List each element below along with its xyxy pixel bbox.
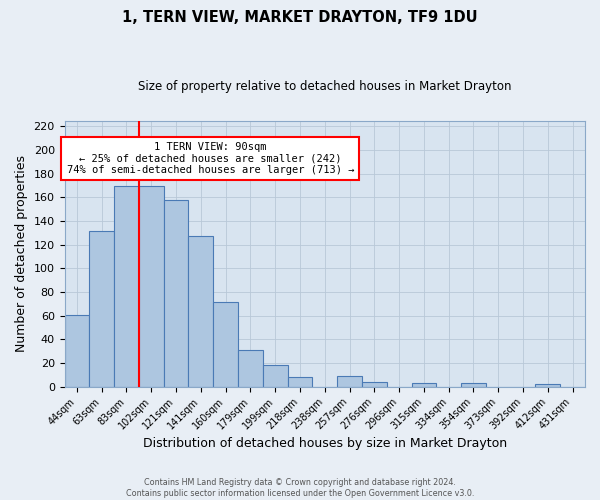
Bar [263, 366, 287, 386]
Bar [238, 350, 263, 387]
Bar [287, 378, 313, 386]
Bar [412, 383, 436, 386]
Title: Size of property relative to detached houses in Market Drayton: Size of property relative to detached ho… [138, 80, 512, 93]
Text: 1 TERN VIEW: 90sqm
← 25% of detached houses are smaller (242)
74% of semi-detach: 1 TERN VIEW: 90sqm ← 25% of detached hou… [67, 142, 354, 175]
X-axis label: Distribution of detached houses by size in Market Drayton: Distribution of detached houses by size … [143, 437, 507, 450]
Bar [461, 383, 486, 386]
Bar [114, 186, 139, 386]
Bar [164, 200, 188, 386]
Bar [89, 230, 114, 386]
Bar [139, 186, 164, 386]
Bar [65, 314, 89, 386]
Bar [213, 302, 238, 386]
Bar [362, 382, 387, 386]
Text: Contains HM Land Registry data © Crown copyright and database right 2024.
Contai: Contains HM Land Registry data © Crown c… [126, 478, 474, 498]
Bar [535, 384, 560, 386]
Text: 1, TERN VIEW, MARKET DRAYTON, TF9 1DU: 1, TERN VIEW, MARKET DRAYTON, TF9 1DU [122, 10, 478, 25]
Bar [188, 236, 213, 386]
Bar [337, 376, 362, 386]
Y-axis label: Number of detached properties: Number of detached properties [15, 155, 28, 352]
